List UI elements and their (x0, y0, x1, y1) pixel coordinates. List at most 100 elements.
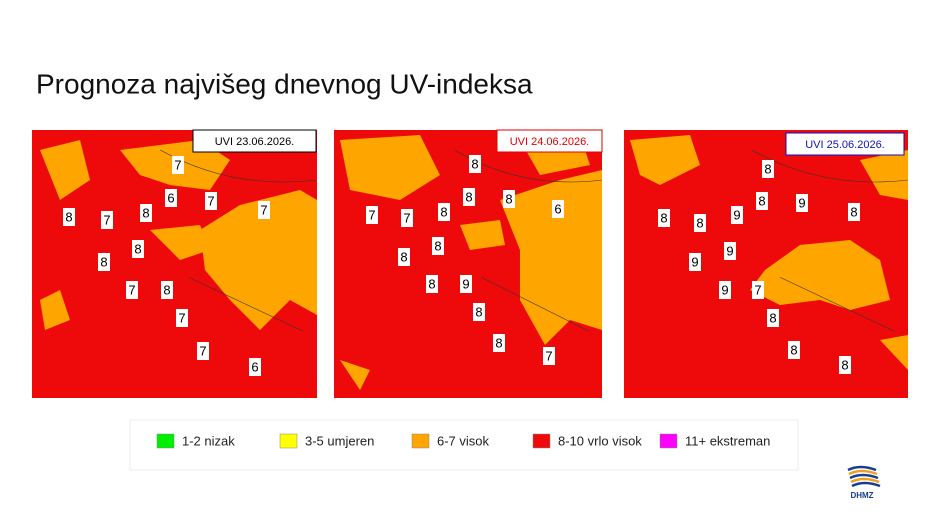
uv-label-box (752, 281, 764, 299)
uv-label-box (398, 248, 410, 266)
uv-label: 8 (134, 241, 141, 256)
uv-label-box (401, 209, 413, 227)
uv-label-box (132, 240, 144, 258)
uv-label-box (258, 201, 270, 219)
uv-area (500, 170, 602, 345)
uv-area (40, 290, 70, 330)
uv-label: 7 (178, 310, 185, 325)
uv-label: 8 (142, 205, 149, 220)
uv-area (630, 135, 700, 185)
map-header-box (785, 132, 905, 156)
legend-swatch (411, 433, 430, 449)
uv-label: 8 (163, 282, 170, 297)
uv-label-box (762, 160, 774, 178)
legend-box (129, 419, 799, 471)
uv-label: 8 (465, 189, 472, 204)
uv-label-box (848, 203, 860, 221)
logo-stripe (848, 469, 878, 476)
uv-label-box (503, 190, 515, 208)
uv-label-box (689, 253, 701, 271)
uv-label: 8 (440, 204, 447, 219)
uv-label: 8 (769, 310, 776, 325)
legend-label: 6-7 visok (437, 433, 490, 448)
uv-label-box (165, 189, 177, 207)
uv-label-box (788, 341, 800, 359)
uv-label: 8 (495, 335, 502, 350)
uv-label: 7 (199, 343, 206, 358)
legend-swatch (659, 433, 678, 449)
uv-label: 8 (100, 254, 107, 269)
uv-label-box (197, 342, 209, 360)
uv-label-box (101, 211, 113, 229)
uv-label: 7 (403, 210, 410, 225)
map-header: UVI 24.06.2026. (510, 136, 590, 148)
uv-area (40, 140, 90, 200)
uv-label-box (463, 188, 475, 206)
page-title: Prognoza najvišeg dnevnog UV-indeksa (36, 68, 533, 99)
logo-stripe (850, 477, 880, 484)
uv-label-box (438, 203, 450, 221)
uv-label-box (249, 358, 261, 376)
uv-label-box (719, 281, 731, 299)
uv-label-box (172, 156, 184, 174)
uv-label: 7 (545, 348, 552, 363)
uv-label: 7 (260, 202, 267, 217)
uv-label: 8 (471, 156, 478, 171)
uv-label-box (126, 281, 138, 299)
uv-label: 6 (554, 201, 561, 216)
uv-label: 8 (790, 342, 797, 357)
uv-label: 8 (696, 215, 703, 230)
uv-area (200, 190, 317, 330)
legend-swatch (156, 433, 175, 449)
uv-label-box (205, 192, 217, 210)
logo-stripe (851, 481, 881, 488)
uv-label: 7 (128, 282, 135, 297)
uv-label-box (176, 309, 188, 327)
uv-area (880, 335, 908, 370)
logo-stripe (849, 473, 879, 480)
uv-label-box (543, 347, 555, 365)
uv-area (340, 360, 370, 390)
uv-label-box (426, 275, 438, 293)
uv-label: 7 (754, 282, 761, 297)
uv-label-box (469, 155, 481, 173)
uv-label-box (460, 275, 472, 293)
uv-label-box (432, 237, 444, 255)
legend-label: 8-10 vrlo visok (558, 433, 642, 448)
map-header: UVI 23.06.2026. (215, 136, 295, 148)
uv-label: 9 (726, 243, 733, 258)
logo-text: DHMZ (850, 491, 873, 500)
uv-label: 9 (691, 254, 698, 269)
uv-label: 8 (400, 249, 407, 264)
uv-area (340, 135, 440, 200)
uv-label-box (658, 209, 670, 227)
uv-label: 9 (733, 207, 740, 222)
uv-label: 8 (660, 210, 667, 225)
logo-stripe (847, 465, 877, 472)
uv-area (750, 240, 890, 310)
uv-label: 7 (368, 207, 375, 222)
uv-label-box (756, 192, 768, 210)
uv-label: 8 (65, 209, 72, 224)
legend-label: 3-5 umjeren (305, 433, 374, 448)
uv-label: 8 (505, 191, 512, 206)
uv-label: 8 (758, 193, 765, 208)
map-panel (334, 130, 602, 398)
uv-label: 7 (103, 212, 110, 227)
uv-area (150, 225, 210, 260)
border-line (751, 149, 908, 332)
uv-label: 8 (764, 161, 771, 176)
uv-label-box (552, 200, 564, 218)
legend-swatch (279, 433, 298, 449)
uv-label-box (724, 242, 736, 260)
uv-label-box (767, 309, 779, 327)
map-header-box (192, 129, 317, 153)
uv-area (860, 150, 908, 200)
uv-label: 8 (428, 276, 435, 291)
uv-label-box (473, 303, 485, 321)
legend-swatch (532, 433, 551, 449)
uv-label: 8 (434, 238, 441, 253)
uv-label: 7 (207, 193, 214, 208)
uv-label-box (63, 208, 75, 226)
